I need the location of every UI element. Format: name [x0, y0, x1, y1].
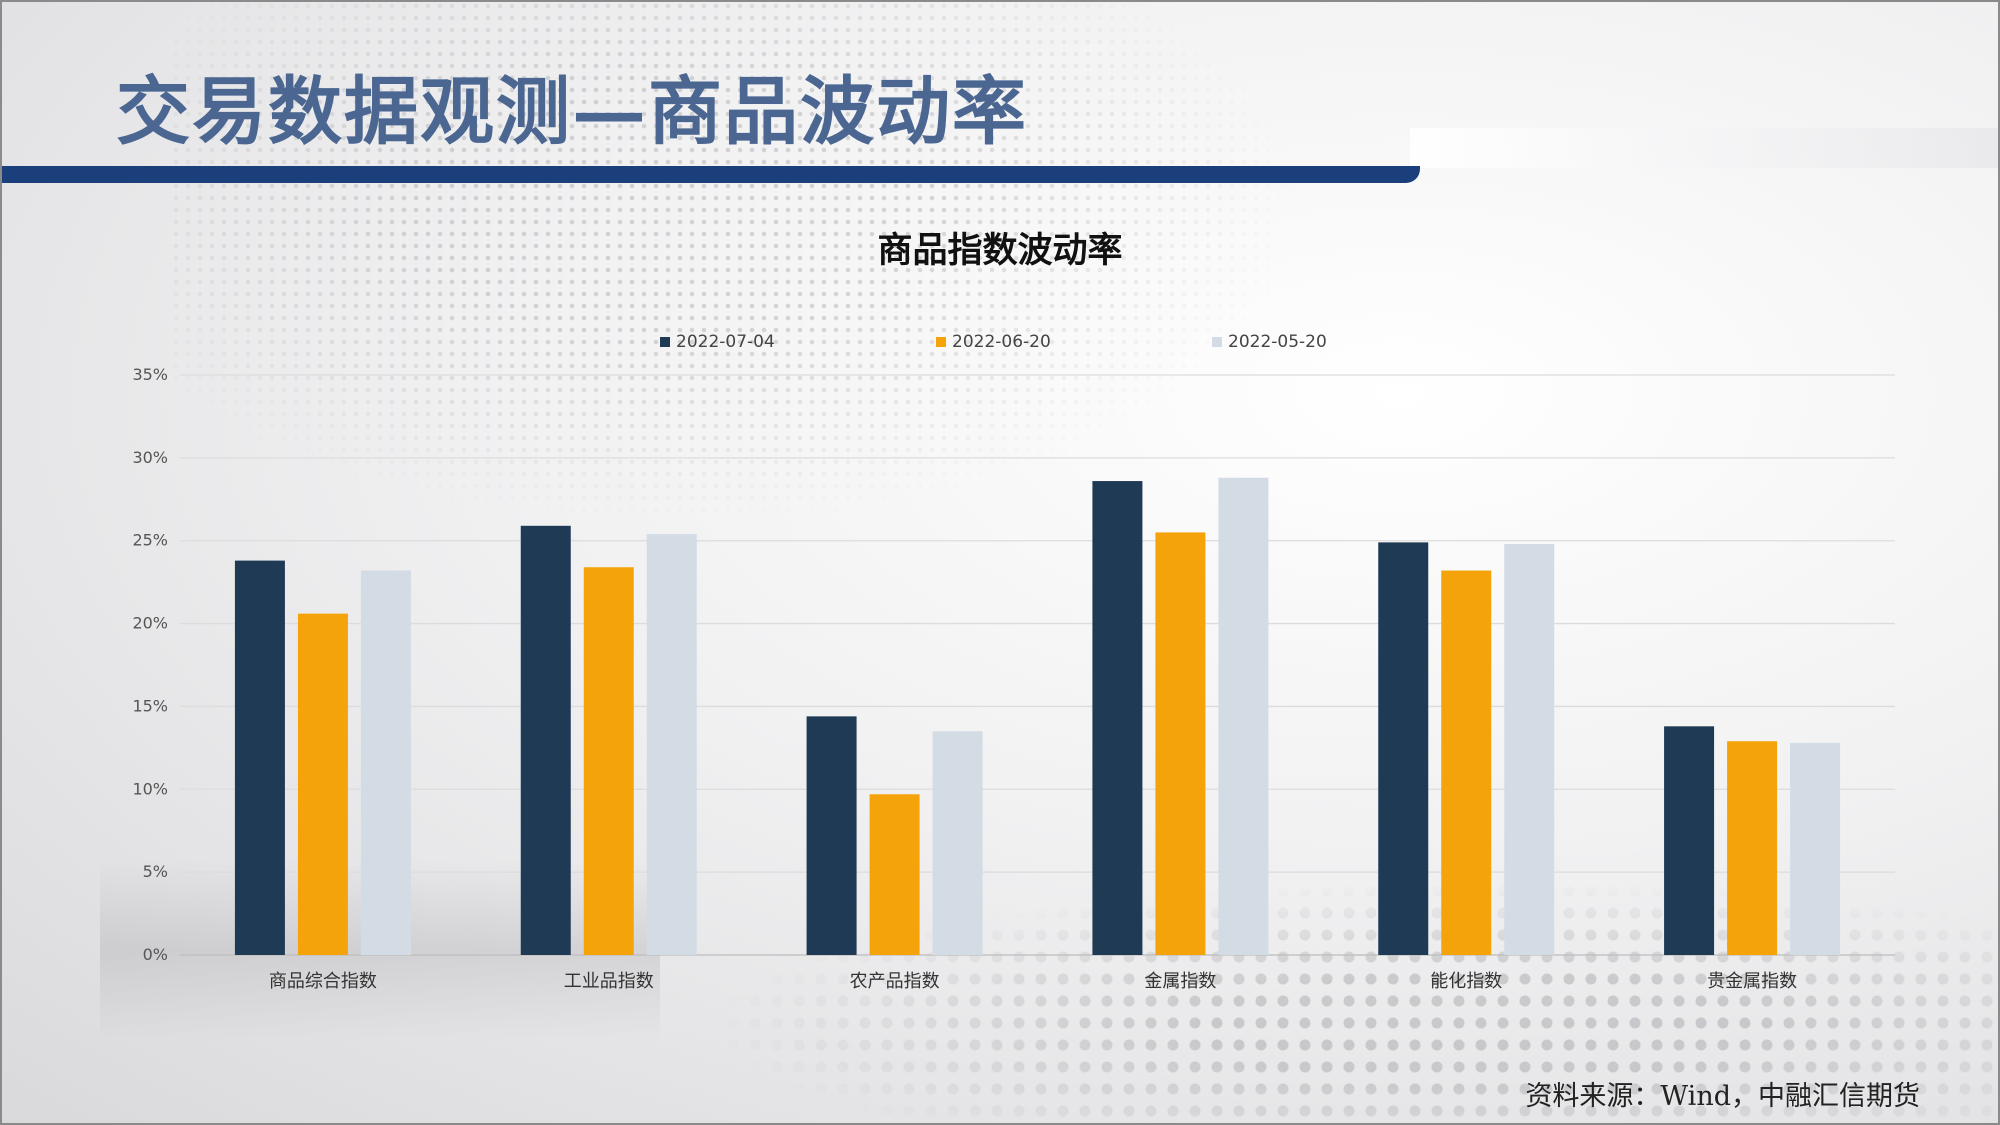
- bar: [1155, 532, 1206, 955]
- legend-swatch-series-1: [660, 337, 670, 347]
- legend-item-series-2: 2022-06-20: [936, 332, 1051, 352]
- bar: [1790, 742, 1841, 955]
- y-tick-label: 25%: [132, 531, 168, 550]
- bar: [932, 731, 983, 955]
- bar: [646, 534, 697, 955]
- bar: [806, 716, 857, 955]
- bar: [1664, 726, 1715, 955]
- x-tick-label: 商品综合指数: [269, 971, 377, 992]
- y-tick-label: 20%: [132, 614, 168, 633]
- chart-title: 商品指数波动率: [877, 231, 1123, 271]
- bar: [1378, 542, 1429, 955]
- bar: [297, 613, 348, 955]
- chart-legend: 2022-07-04 2022-06-20 2022-05-20: [0, 332, 2000, 356]
- x-tick-label: 工业品指数: [564, 971, 654, 992]
- background-world-map-dots: [170, 0, 1290, 520]
- x-tick-label: 贵金属指数: [1707, 971, 1797, 992]
- y-tick-label: 35%: [132, 365, 168, 384]
- header-highlight: [1410, 128, 2000, 168]
- bar: [1218, 477, 1269, 955]
- bar: [1504, 544, 1555, 955]
- bar: [234, 560, 285, 955]
- bar: [869, 794, 920, 955]
- x-tick-label: 能化指数: [1430, 971, 1502, 992]
- y-tick-label: 5%: [143, 862, 168, 881]
- source-note: 资料来源：Wind，中融汇信期货: [1525, 1081, 1920, 1112]
- page-title: 交易数据观测—商品波动率: [116, 69, 1028, 155]
- legend-label-series-3: 2022-05-20: [1228, 332, 1327, 352]
- y-tick-label: 0%: [143, 945, 168, 964]
- legend-swatch-series-3: [1212, 337, 1222, 347]
- header-underline-bar: [0, 166, 1420, 183]
- bar: [583, 567, 634, 955]
- legend-item-series-1: 2022-07-04: [660, 332, 775, 352]
- legend-label-series-1: 2022-07-04: [676, 332, 775, 352]
- legend-label-series-2: 2022-06-20: [952, 332, 1051, 352]
- bar: [360, 570, 411, 955]
- bar: [1441, 570, 1492, 955]
- bar: [1727, 741, 1778, 955]
- legend-item-series-3: 2022-05-20: [1212, 332, 1327, 352]
- y-tick-label: 15%: [132, 696, 168, 715]
- legend-swatch-series-2: [936, 337, 946, 347]
- x-tick-label: 金属指数: [1144, 971, 1216, 992]
- bar: [1092, 481, 1143, 955]
- y-tick-label: 10%: [132, 779, 168, 798]
- x-tick-label: 农产品指数: [850, 971, 940, 992]
- y-tick-label: 30%: [132, 448, 168, 467]
- bar: [520, 525, 571, 955]
